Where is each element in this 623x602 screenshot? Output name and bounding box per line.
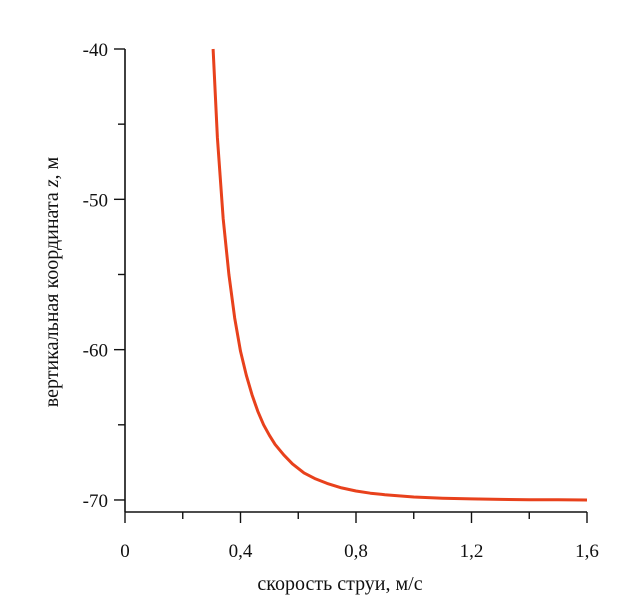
y-axis-title-main: вертикальная координата [41,187,63,407]
y-tick-label: -40 [83,40,108,61]
y-tick-label: -60 [83,341,108,362]
series-line [211,48,588,502]
y-tick-label: -70 [83,491,108,512]
series-layer [211,48,588,502]
x-tick-label: 0,4 [229,541,253,562]
y-axis-title-unit: , м [41,156,63,179]
y-axis-title-variable: z [41,179,63,188]
y-axis-ticks: -40 -50 -60 -70 [83,40,125,512]
x-tick-label: 1,2 [460,541,484,562]
x-axis-title: скорость струи, м/с [257,573,422,595]
x-axis-ticks: 0 0,4 0,8 1,2 1,6 [120,512,599,562]
x-tick-label: 0 [120,541,130,562]
y-tick-label: -50 [83,190,108,211]
x-tick-label: 1,6 [575,541,599,562]
axes [124,49,587,513]
x-tick-label: 0,8 [344,541,368,562]
y-axis-title: вертикальная координата z, м [41,156,63,407]
